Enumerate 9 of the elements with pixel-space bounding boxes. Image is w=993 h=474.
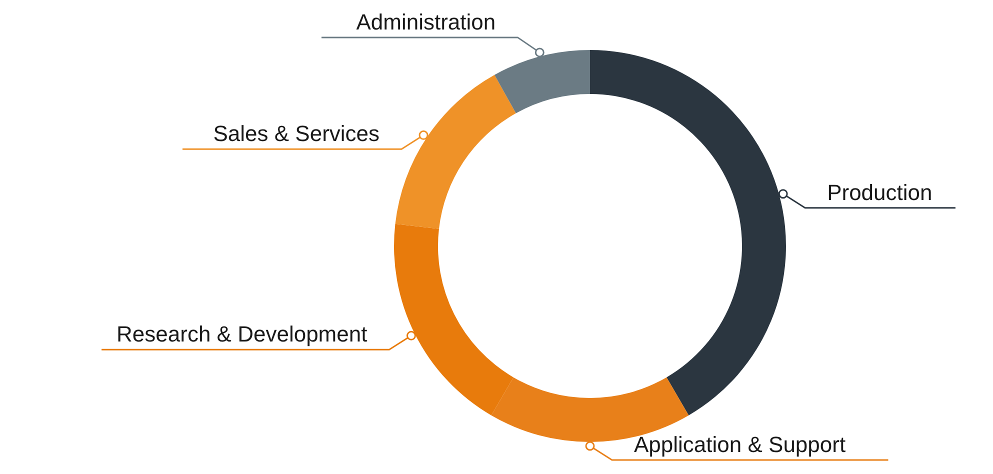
slice-label: Sales & Services [213, 121, 380, 146]
donut-slice [395, 74, 516, 229]
slice-label: Research & Development [116, 322, 368, 347]
donut-slice [394, 224, 514, 416]
donut-slice [590, 50, 786, 416]
slice-label: Administration [356, 9, 496, 34]
legend-label: Application & Support [634, 432, 846, 457]
legend-label: Production [827, 180, 932, 205]
donut-slice [494, 50, 590, 114]
